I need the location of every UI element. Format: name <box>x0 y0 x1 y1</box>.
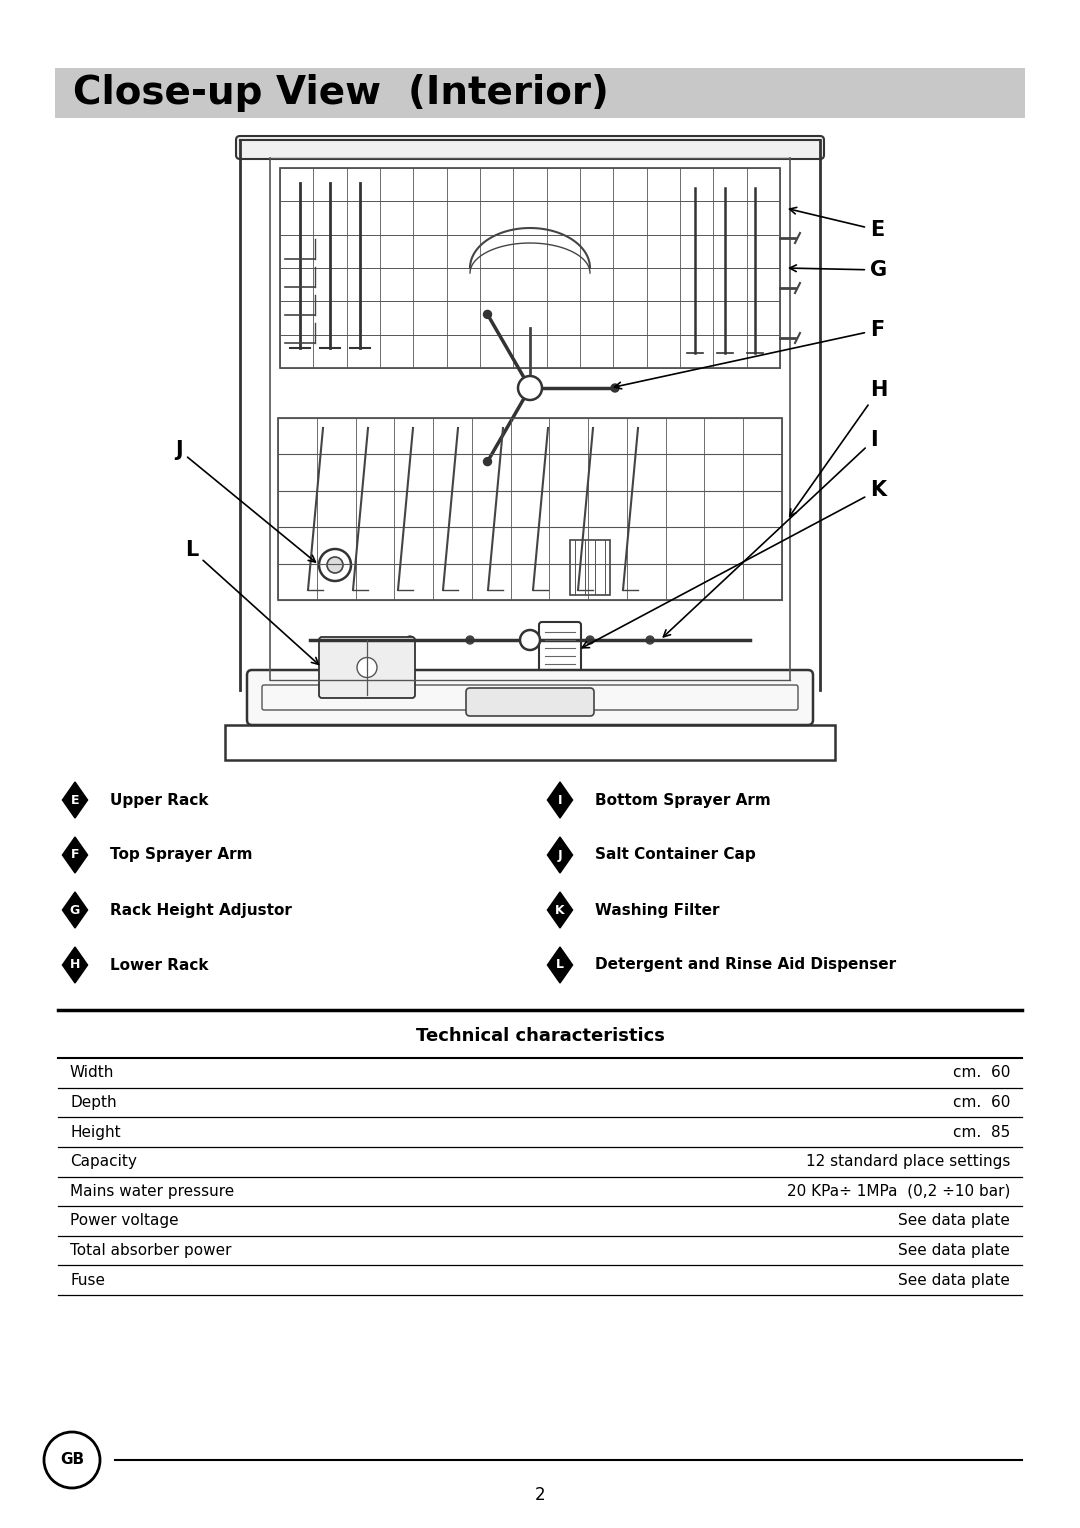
Text: See data plate: See data plate <box>899 1213 1010 1229</box>
Text: J: J <box>557 848 563 862</box>
Text: L: L <box>185 539 319 665</box>
Text: Detergent and Rinse Aid Dispenser: Detergent and Rinse Aid Dispenser <box>595 958 896 972</box>
Text: H: H <box>70 958 80 972</box>
Polygon shape <box>63 782 87 817</box>
Text: Washing Filter: Washing Filter <box>595 903 719 917</box>
Text: Technical characteristics: Technical characteristics <box>416 1027 664 1045</box>
Text: Fuse: Fuse <box>70 1273 105 1288</box>
Text: K: K <box>582 480 886 648</box>
Polygon shape <box>548 892 572 927</box>
Circle shape <box>518 376 542 400</box>
Circle shape <box>465 636 474 643</box>
FancyBboxPatch shape <box>55 69 1025 118</box>
Text: 2: 2 <box>535 1487 545 1504</box>
Text: Salt Container Cap: Salt Container Cap <box>595 848 756 862</box>
Text: GB: GB <box>59 1453 84 1467</box>
Polygon shape <box>548 947 572 983</box>
Text: Height: Height <box>70 1125 121 1140</box>
Circle shape <box>519 630 540 649</box>
Text: G: G <box>70 903 80 917</box>
Text: Power voltage: Power voltage <box>70 1213 178 1229</box>
Circle shape <box>406 636 414 643</box>
Polygon shape <box>548 837 572 872</box>
Text: F: F <box>615 319 885 388</box>
Text: L: L <box>556 958 564 972</box>
Text: Mains water pressure: Mains water pressure <box>70 1184 234 1199</box>
Text: Upper Rack: Upper Rack <box>110 793 208 807</box>
Text: Bottom Sprayer Arm: Bottom Sprayer Arm <box>595 793 771 807</box>
Text: See data plate: See data plate <box>899 1244 1010 1258</box>
Circle shape <box>646 636 654 643</box>
Text: Lower Rack: Lower Rack <box>110 958 208 972</box>
Text: Capacity: Capacity <box>70 1154 137 1169</box>
Circle shape <box>611 384 619 393</box>
FancyBboxPatch shape <box>247 669 813 724</box>
Text: E: E <box>789 208 885 240</box>
Text: I: I <box>557 793 563 807</box>
Circle shape <box>327 558 343 573</box>
Circle shape <box>586 636 594 643</box>
Text: G: G <box>789 260 887 280</box>
Text: cm.  60: cm. 60 <box>953 1096 1010 1109</box>
Circle shape <box>357 657 377 677</box>
Text: Top Sprayer Arm: Top Sprayer Arm <box>110 848 253 862</box>
Text: cm.  85: cm. 85 <box>953 1125 1010 1140</box>
Text: J: J <box>175 440 315 562</box>
Text: Depth: Depth <box>70 1096 117 1109</box>
Text: See data plate: See data plate <box>899 1273 1010 1288</box>
Text: 20 KPa÷ 1MPa  (0,2 ÷10 bar): 20 KPa÷ 1MPa (0,2 ÷10 bar) <box>786 1184 1010 1199</box>
Text: K: K <box>555 903 565 917</box>
Circle shape <box>319 549 351 581</box>
Polygon shape <box>63 947 87 983</box>
Polygon shape <box>63 837 87 872</box>
Text: cm.  60: cm. 60 <box>953 1065 1010 1080</box>
Polygon shape <box>548 782 572 817</box>
Text: E: E <box>71 793 79 807</box>
Text: F: F <box>71 848 79 862</box>
FancyBboxPatch shape <box>465 688 594 717</box>
FancyBboxPatch shape <box>319 637 415 698</box>
FancyBboxPatch shape <box>237 136 824 159</box>
Text: Rack Height Adjustor: Rack Height Adjustor <box>110 903 292 917</box>
Text: Close-up View  (Interior): Close-up View (Interior) <box>73 73 609 112</box>
Text: H: H <box>789 380 888 516</box>
Polygon shape <box>63 892 87 927</box>
Text: Total absorber power: Total absorber power <box>70 1244 231 1258</box>
Circle shape <box>484 457 491 466</box>
Circle shape <box>484 310 491 318</box>
Text: I: I <box>663 429 878 637</box>
Text: Width: Width <box>70 1065 114 1080</box>
Text: 12 standard place settings: 12 standard place settings <box>806 1154 1010 1169</box>
